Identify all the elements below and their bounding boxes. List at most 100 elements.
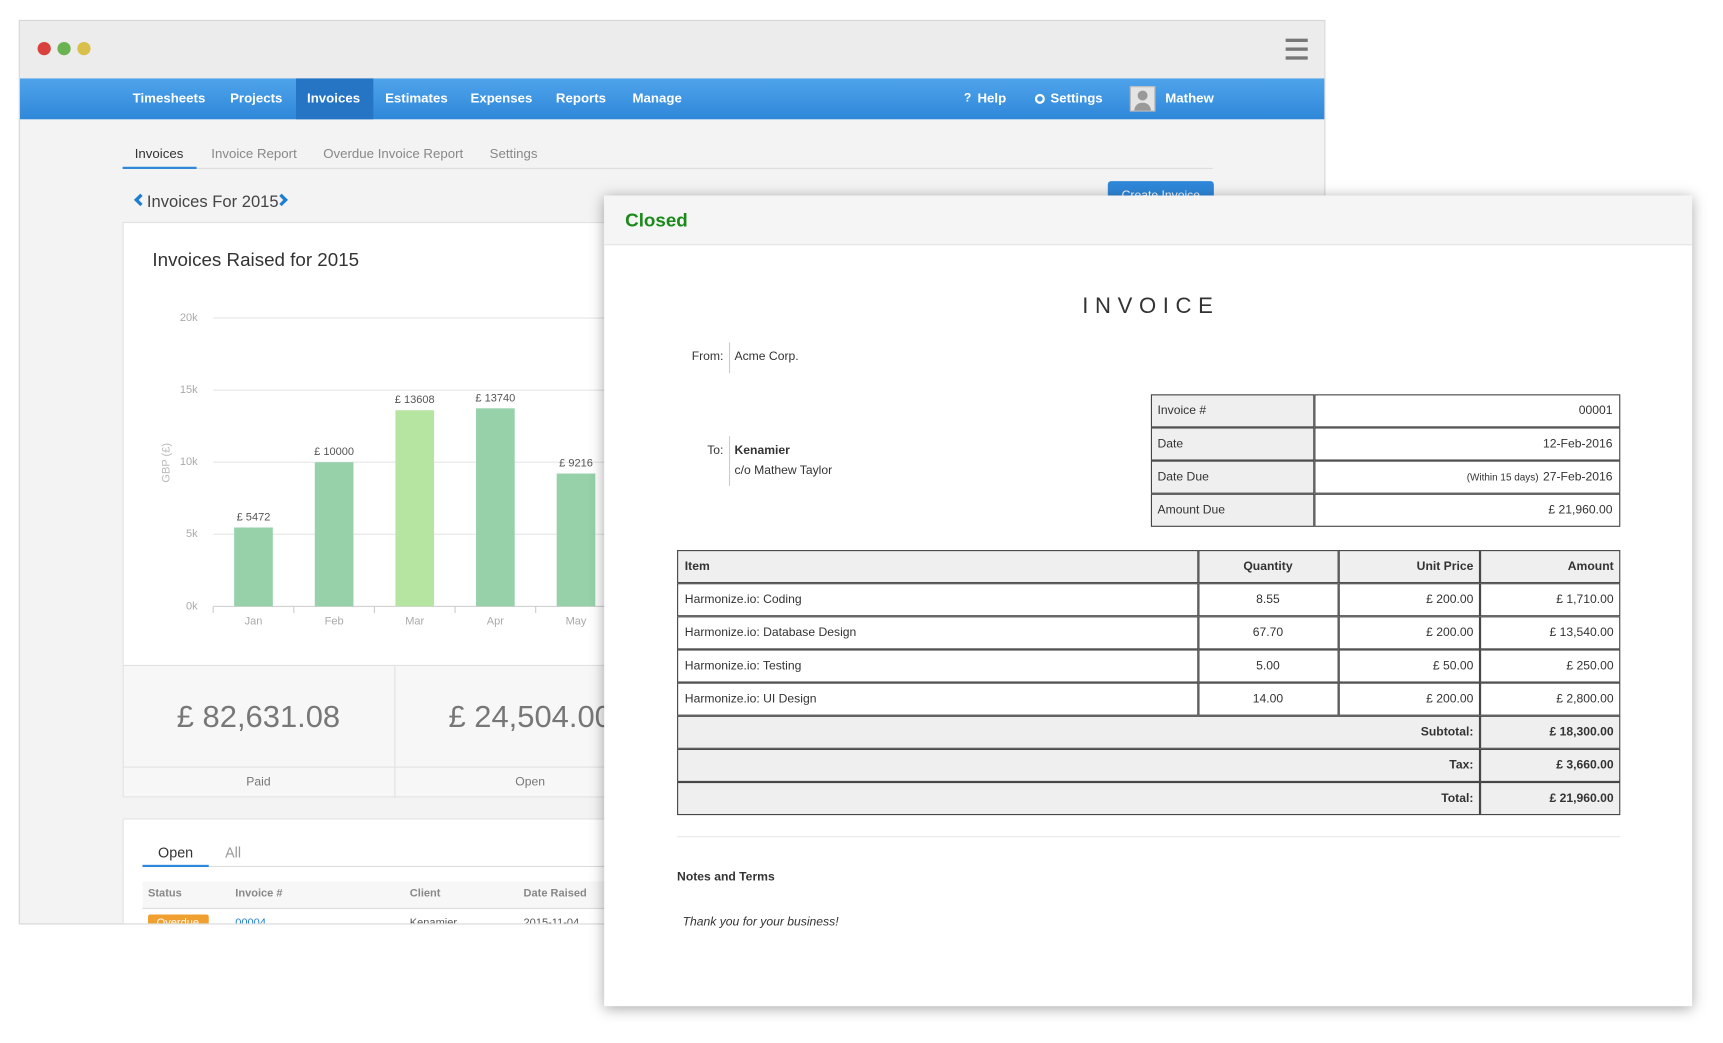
invoice-panel: Closed INVOICE From: Acme Corp. To: Kenamier c… — [604, 195, 1693, 1007]
to-address: c/o Mathew Taylor — [734, 463, 833, 478]
x-tick-label: Feb — [325, 616, 344, 628]
subtab[interactable]: Settings — [489, 145, 538, 162]
table-cell — [1197, 648, 1339, 683]
item-cell: £ 13,540.00 — [1549, 626, 1614, 640]
table-cell — [1338, 549, 1480, 583]
item-cell: Harmonize.io: UI Design — [684, 692, 817, 706]
summary-amount: £ 24,504.00 — [448, 699, 612, 734]
nav-item[interactable]: Projects — [230, 90, 283, 107]
column-header: Unit Price — [1416, 559, 1474, 574]
bar — [314, 462, 354, 607]
table-cell — [1313, 493, 1620, 527]
nav-item[interactable]: Reports — [555, 90, 607, 107]
table-cell — [1338, 648, 1480, 683]
y-tick-label: 5k — [186, 528, 198, 540]
table-cell — [1197, 682, 1339, 716]
y-axis-label: GBP (£) — [161, 443, 173, 483]
detail-label: Amount Due — [1157, 503, 1226, 517]
total-value: £ 21,960.00 — [1549, 791, 1614, 806]
menu-icon-bar — [1285, 56, 1308, 60]
date-due: 27-Feb-2016 — [1542, 470, 1613, 484]
item-cell: £ 200.00 — [1426, 593, 1474, 607]
settings-link[interactable]: Settings — [1050, 90, 1103, 107]
detail-value: (Within 15 days) 27-Feb-2016 — [1467, 471, 1613, 484]
window-button[interactable] — [57, 41, 71, 56]
table-cell — [1479, 582, 1620, 616]
table-cell — [1338, 582, 1480, 616]
item-cell: 5.00 — [1256, 659, 1280, 673]
table-cell — [1479, 781, 1620, 815]
menu-icon-bar — [1285, 38, 1308, 42]
detail-label: Invoice # — [1157, 404, 1207, 418]
item-cell: £ 200.00 — [1426, 626, 1474, 640]
summary-amount: £ 82,631.08 — [176, 699, 341, 734]
table-cell — [1197, 582, 1339, 616]
detail-label: Date Due — [1157, 470, 1209, 484]
table-cell — [676, 748, 1480, 782]
avatar-head — [1137, 90, 1148, 101]
from-label: From: — [691, 350, 724, 364]
table-cell — [676, 549, 1198, 583]
list-tab-active — [142, 864, 209, 868]
to-divider — [728, 436, 731, 486]
list-tab[interactable]: All — [225, 844, 242, 861]
subtab[interactable]: Invoice Report — [211, 145, 297, 162]
list-tab[interactable]: Open — [158, 844, 194, 861]
column-header: Status — [148, 887, 182, 900]
to-label: To: — [707, 444, 724, 458]
to-name: Kenamier — [734, 444, 790, 458]
subtab[interactable]: Invoices — [134, 145, 184, 162]
invoice-link[interactable]: 00004 — [235, 917, 266, 925]
status-badge-label: Overdue — [156, 917, 200, 925]
table-cell — [1338, 615, 1480, 649]
table-cell — [676, 781, 1480, 815]
table-cell — [1150, 460, 1314, 494]
invoice-status: Closed — [625, 209, 688, 231]
item-cell: £ 2,800.00 — [1556, 692, 1614, 706]
window-button[interactable] — [77, 41, 91, 56]
table-cell — [1150, 426, 1314, 461]
table-cell — [1479, 715, 1620, 749]
item-cell: £ 50.00 — [1432, 659, 1474, 673]
table-cell — [1313, 460, 1620, 494]
item-cell: £ 250.00 — [1566, 659, 1614, 673]
bar — [476, 408, 515, 607]
item-cell: £ 200.00 — [1426, 692, 1474, 706]
item-cell: Harmonize.io: Coding — [684, 593, 802, 607]
table-cell — [676, 582, 1198, 616]
nav-item[interactable]: Estimates — [385, 90, 448, 107]
nav-item[interactable]: Invoices — [307, 90, 361, 107]
separator — [677, 836, 1621, 838]
table-cell — [1479, 615, 1620, 649]
detail-label: Date — [1157, 437, 1184, 451]
table-cell — [1479, 748, 1620, 782]
subtab[interactable]: Overdue Invoice Report — [323, 145, 464, 162]
nav-item[interactable]: Expenses — [470, 90, 533, 107]
invoice-header — [604, 195, 1693, 246]
table-cell — [1313, 426, 1620, 461]
table-cell — [676, 615, 1198, 649]
title-bar — [19, 20, 1325, 79]
bar — [395, 410, 435, 607]
total-value: £ 3,660.00 — [1556, 758, 1614, 773]
user-menu[interactable]: Mathew — [1165, 90, 1214, 107]
settings-icon — [1034, 93, 1045, 104]
nav-item[interactable]: Timesheets — [132, 90, 206, 107]
table-cell — [1338, 682, 1480, 716]
table-cell — [676, 682, 1198, 716]
x-tick-label: Mar — [405, 616, 424, 628]
window-button[interactable] — [37, 41, 51, 56]
column-header: Client — [409, 887, 441, 900]
item-cell: £ 1,710.00 — [1556, 593, 1614, 607]
detail-value: 00001 — [1578, 404, 1613, 418]
date-raised: 2015-11-04 — [523, 917, 580, 925]
status-badge — [148, 914, 209, 924]
help-link[interactable]: Help — [977, 90, 1007, 107]
avatar-body — [1134, 102, 1151, 111]
total-label: Total: — [1441, 791, 1474, 806]
nav-item[interactable]: Manage — [632, 90, 682, 107]
table-cell — [1313, 393, 1620, 427]
client: Kenamier — [409, 917, 458, 925]
invoice-title: INVOICE — [1082, 294, 1220, 319]
